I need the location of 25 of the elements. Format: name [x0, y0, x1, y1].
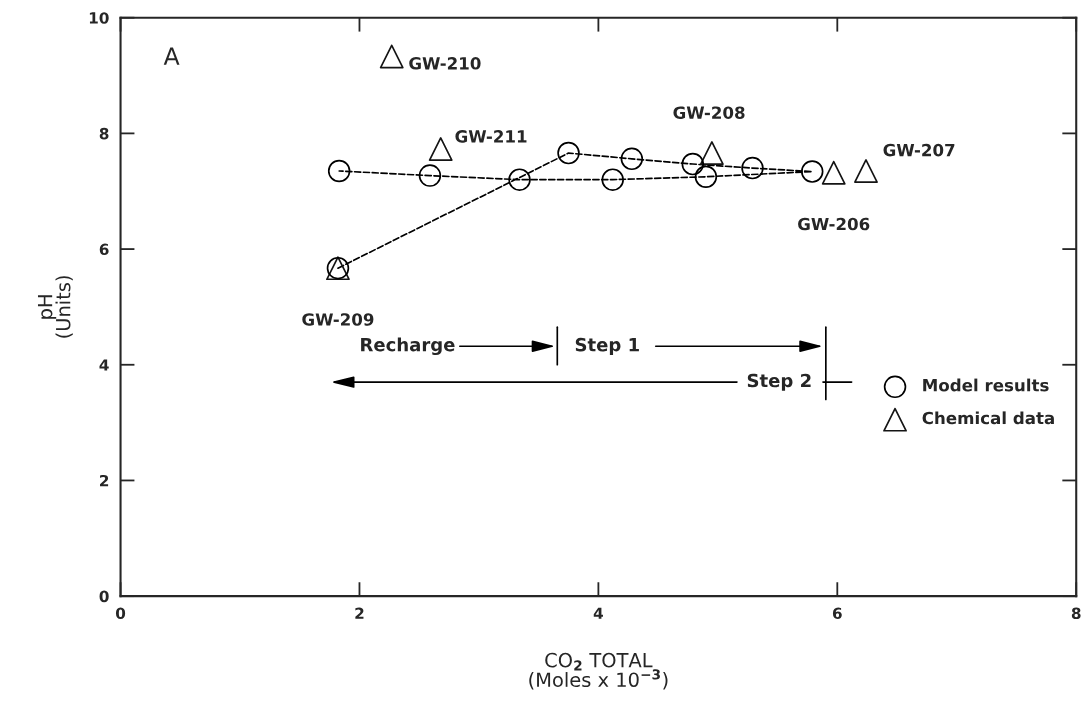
annotation: GW-206 [798, 217, 870, 231]
y-axis-title: pH (Units) [37, 276, 73, 338]
annotation: GW-211 [455, 130, 527, 143]
legend-label: Model results [923, 378, 1049, 392]
y-tick-label: 10 [89, 12, 109, 24]
y-tick-label: 2 [100, 474, 109, 487]
x-tick-label: 2 [355, 607, 364, 619]
annotation: GW-208 [673, 106, 745, 119]
y-tick-label: 4 [99, 359, 109, 371]
annotation: GW-209 [302, 313, 374, 326]
annotation: Recharge [361, 337, 455, 356]
annotation: Step 1 [575, 337, 639, 355]
legend-label: Chemical data [922, 411, 1054, 425]
y-tick-label: 8 [99, 127, 109, 140]
annotation: Step 2 [747, 373, 811, 391]
x-tick-label: 8 [1071, 607, 1081, 620]
x-tick-label: 4 [593, 607, 603, 619]
annotation: GW-207 [883, 143, 955, 157]
annotation: GW-210 [409, 57, 481, 70]
y-tick-label: 6 [99, 243, 109, 256]
x-tick-label: 0 [115, 607, 126, 620]
x-tick-label: 6 [832, 607, 842, 620]
x-axis-title: CO$_{2}$ TOTAL (Moles x 10$^{−3}$) [529, 652, 668, 690]
y-tick-label: 0 [99, 590, 109, 603]
annotation: A [163, 47, 180, 65]
